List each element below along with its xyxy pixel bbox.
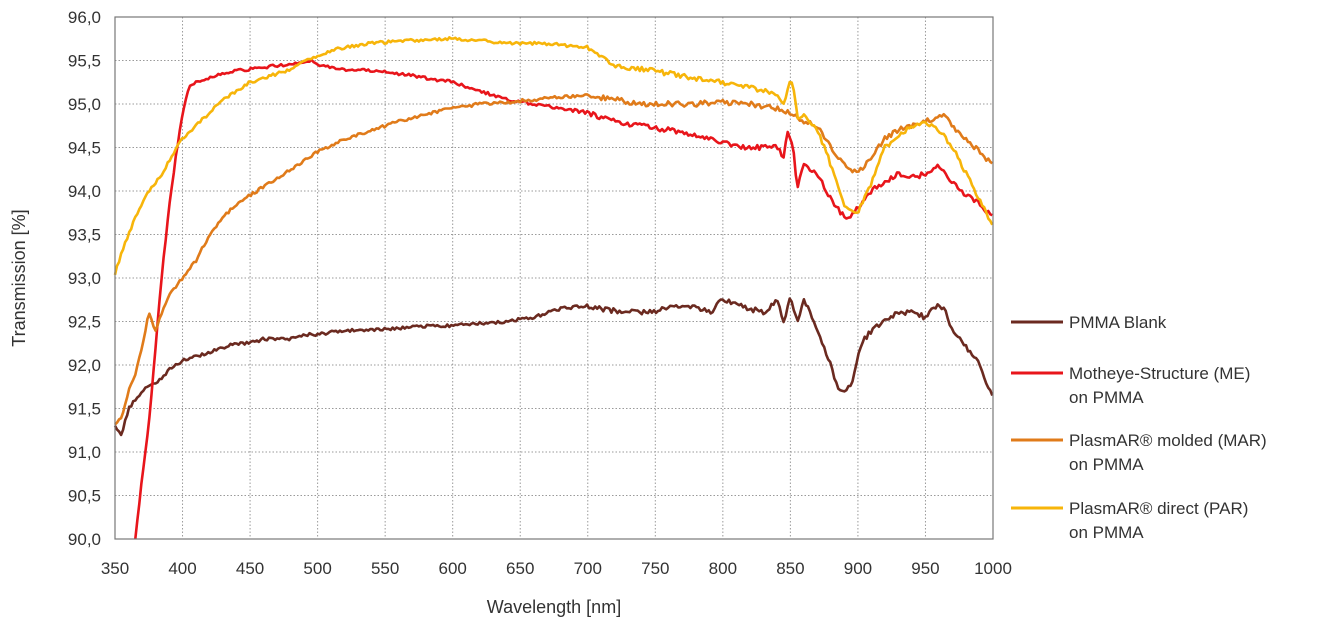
x-tick-label: 500: [303, 559, 331, 578]
x-tick-label: 400: [168, 559, 196, 578]
y-tick-label: 95,0: [68, 95, 101, 114]
x-tick-label: 650: [506, 559, 534, 578]
y-tick-label: 90,5: [68, 487, 101, 506]
legend-label: PlasmAR® direct (PAR): [1069, 499, 1248, 518]
legend-label: on PMMA: [1069, 455, 1144, 474]
x-tick-label: 700: [574, 559, 602, 578]
legend: PMMA Blank Motheye-Structure (ME) on PMMA P…: [1011, 313, 1267, 542]
legend-label: PMMA Blank: [1069, 313, 1167, 332]
y-tick-label: 94,0: [68, 182, 101, 201]
y-tick-label: 92,5: [68, 313, 101, 332]
y-tick-label: 90,0: [68, 530, 101, 549]
y-tick-label: 94,5: [68, 139, 101, 158]
x-tick-label: 550: [371, 559, 399, 578]
series-line: [113, 36, 994, 276]
y-tick-label: 93,0: [68, 269, 101, 288]
legend-label: on PMMA: [1069, 388, 1144, 407]
legend-label: Motheye-Structure (ME): [1069, 364, 1250, 383]
x-tick-label: 450: [236, 559, 264, 578]
grid: [115, 17, 993, 539]
x-tick-label: 850: [776, 559, 804, 578]
series-lines: [113, 36, 994, 540]
y-axis-title: Transmission [%]: [9, 209, 29, 346]
tick-labels: 350 400 450 500 550 600 650 700 750 800 850 900 950 1…: [68, 8, 1012, 578]
x-tick-label: 950: [911, 559, 939, 578]
x-tick-label: 350: [101, 559, 129, 578]
legend-label: PlasmAR® molded (MAR): [1069, 431, 1267, 450]
x-tick-label: 600: [439, 559, 467, 578]
series-line: [134, 58, 993, 540]
x-tick-label: 800: [709, 559, 737, 578]
y-tick-label: 95,5: [68, 52, 101, 71]
y-tick-label: 96,0: [68, 8, 101, 27]
legend-label: on PMMA: [1069, 523, 1144, 542]
x-tick-label: 750: [641, 559, 669, 578]
y-tick-label: 91,0: [68, 443, 101, 462]
plot-frame: [114, 16, 994, 540]
y-tick-label: 93,5: [68, 226, 101, 245]
series-line: [113, 297, 994, 437]
x-tick-label: 1000: [974, 559, 1012, 578]
x-axis-title: Wavelength [nm]: [487, 597, 621, 617]
y-tick-label: 92,0: [68, 356, 101, 375]
series-line: [114, 93, 994, 426]
x-tick-label: 900: [844, 559, 872, 578]
y-tick-label: 91,5: [68, 400, 101, 419]
